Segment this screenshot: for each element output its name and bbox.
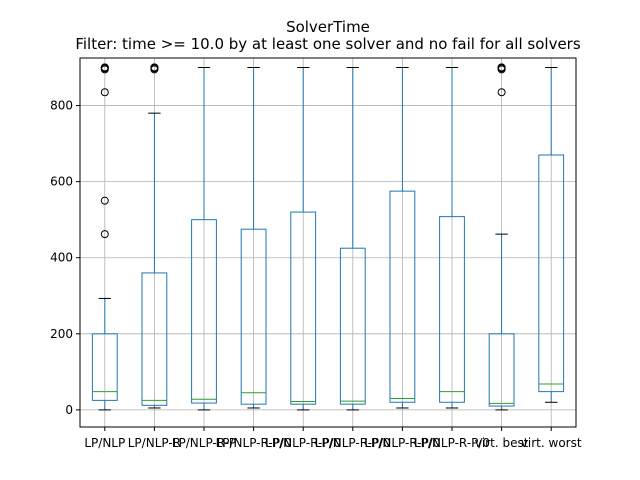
x-tick-label: LP/NLP-R-P (172, 436, 236, 450)
chart-subtitle: Filter: time >= 10.0 by at least one sol… (75, 35, 581, 53)
outlier-point (100, 88, 109, 97)
x-tick-label: virt. worst (521, 436, 582, 450)
x-tick-label: LP/NLP-R-P/0 (216, 436, 292, 450)
outlier-point (150, 63, 159, 72)
iqr-box (439, 216, 465, 403)
outlier-point (497, 88, 506, 97)
box-group (389, 67, 416, 409)
x-tick-label: LP/NLP-R-P/0 (315, 436, 391, 450)
box-group (141, 63, 168, 409)
chart-title: SolverTime (286, 18, 370, 36)
y-tick-label: 600 (50, 175, 73, 189)
outlier-point (100, 196, 109, 205)
y-tick-label: 200 (50, 327, 73, 341)
x-tick-label: LP/NLP-R-P/0 (414, 436, 490, 450)
outlier-point (100, 230, 109, 239)
y-tick-label: 0 (65, 403, 73, 417)
box-group (91, 63, 118, 411)
box-group (339, 67, 366, 411)
x-tick-label: virt. best (475, 436, 529, 450)
x-tick-label: LP/NLP-R (128, 436, 181, 450)
box-group (488, 63, 515, 411)
box-group (191, 67, 217, 411)
box-layer (91, 63, 565, 411)
outlier-point (100, 63, 109, 72)
x-tick-label: LP/NLP-R-P/0 (364, 436, 440, 450)
iqr-box (290, 211, 317, 405)
iqr-box (141, 272, 168, 406)
iqr-box (339, 247, 366, 405)
box-group (290, 67, 317, 411)
x-tick-label: LP/NLP (84, 436, 125, 450)
y-tick-label: 400 (50, 251, 73, 265)
box-group (538, 67, 565, 403)
iqr-box (538, 154, 565, 393)
outlier-point (497, 63, 506, 72)
y-tick-label: 800 (50, 99, 73, 113)
iqr-box (191, 219, 217, 404)
iqr-box (389, 190, 416, 403)
iqr-box (240, 228, 267, 405)
iqr-box (91, 333, 118, 401)
box-group (240, 67, 267, 409)
plot-frame (79, 57, 577, 428)
box-group (439, 67, 465, 409)
iqr-box (488, 333, 515, 407)
x-tick-label: LP/NLP-R-P/0 (265, 436, 341, 450)
